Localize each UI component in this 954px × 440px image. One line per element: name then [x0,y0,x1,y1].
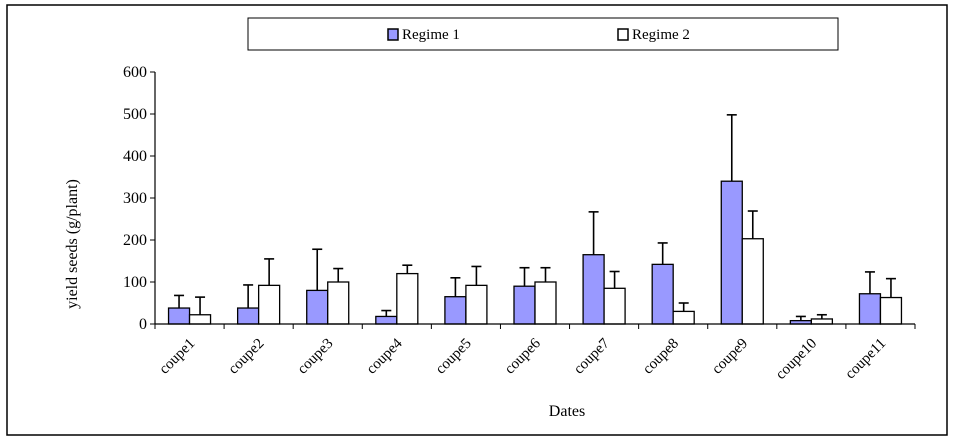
bar-regime-2 [327,281,350,325]
y-axis: 0 100 200 300 400 500 600 [123,64,156,333]
bar-regime-2 [741,238,764,325]
legend-label-regime-1: Regime 1 [402,27,460,43]
bar-regime-1 [651,263,674,325]
legend-swatch-regime-1 [387,28,399,41]
x-axis-label: Dates [549,403,585,420]
legend-label-regime-2: Regime 2 [632,27,690,43]
bar-regime-1 [375,315,398,325]
bar-regime-2 [257,284,281,325]
y-axis-label: yield seeds (g/plant) [64,179,81,309]
bar-regime-1 [444,296,467,325]
y-tick-label: 300 [123,190,147,207]
bar-regime-2 [603,287,626,325]
y-tick-label: 0 [139,316,147,333]
bar-regime-2 [188,314,212,325]
bar-regime-2 [672,310,695,325]
bar-regime-1 [167,307,191,325]
bars [167,114,903,325]
bar-regime-2 [879,296,903,325]
legend: Regime 1 Regime 2 [247,17,839,51]
bar-regime-1 [513,285,536,325]
y-tick-label: 600 [123,64,147,81]
bar-regime-1 [582,254,605,325]
y-tick-label: 500 [123,106,147,123]
bar-regime-2 [396,272,419,325]
chart-border [6,4,948,436]
y-tick-label: 200 [123,232,147,249]
legend-box [247,17,839,51]
y-tick-label: 400 [123,148,147,165]
legend-swatch-regime-2 [617,28,629,41]
bar-regime-1 [306,289,329,325]
bar-regime-1 [720,180,743,325]
bar-regime-1 [858,293,882,325]
bar-regime-2 [465,284,488,325]
bar-regime-2 [534,281,557,325]
bar-regime-2 [810,318,834,325]
y-tick-label: 100 [123,274,147,291]
bar-regime-1 [236,307,260,325]
